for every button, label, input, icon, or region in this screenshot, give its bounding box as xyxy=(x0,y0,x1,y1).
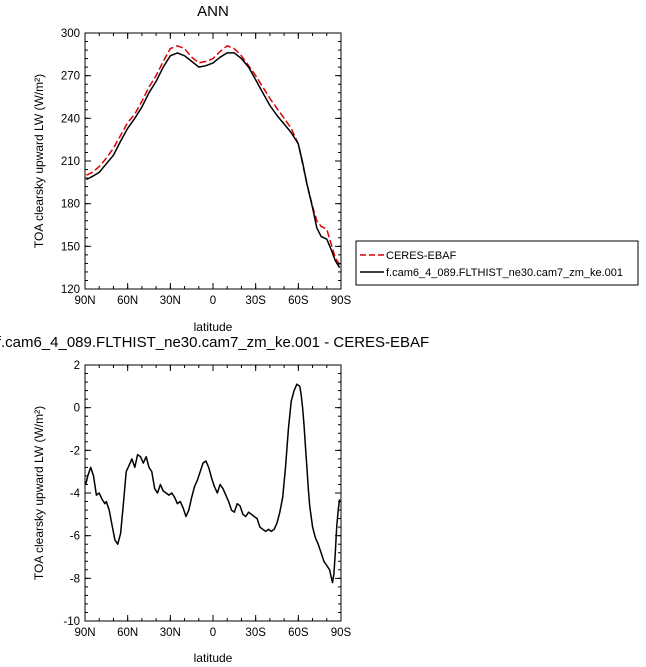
bottom-axes: 90N 60N 30N 0 30S 60S 90S -10 -8 -6 -4 -2 0 2 xyxy=(63,360,351,639)
legend: CERES-EBAF f.cam6_4_089.FLTHIST_ne30.cam… xyxy=(355,240,639,286)
x-tick-label: 60S xyxy=(288,627,309,639)
bottom-y-axis-label: TOA clearsky upward LW (W/m²) xyxy=(32,406,46,580)
y-tick-label: 120 xyxy=(61,284,80,296)
top-line-chart: ANN 90N 60N 30N 0 30S 60S 90S 120 150 180 210 240 27… xyxy=(32,3,352,334)
y-tick-label: 240 xyxy=(61,113,80,125)
bottom-line-chart: f.cam6_4_089.FLTHIST_ne30.cam7_zm_ke.001… xyxy=(0,334,429,665)
bottom-x-axis-label: latitude xyxy=(194,651,233,665)
legend-box xyxy=(355,240,639,286)
top-chart-title: ANN xyxy=(197,3,229,20)
series-line-1-0 xyxy=(84,383,341,584)
x-tick-label: 30S xyxy=(245,627,266,639)
x-tick-label: 90S xyxy=(331,627,352,639)
x-tick-label: 30N xyxy=(160,295,181,307)
y-tick-label: 150 xyxy=(61,241,80,253)
x-tick-label: 0 xyxy=(210,295,216,307)
x-tick-label: 90N xyxy=(74,627,95,639)
top-y-axis-label: TOA clearsky upward LW (W/m²) xyxy=(32,74,46,248)
legend-label-ceres: CERES-EBAF xyxy=(386,250,457,262)
y-tick-label: 210 xyxy=(61,156,80,168)
series-line-0-1 xyxy=(86,52,341,269)
x-tick-label: 90N xyxy=(74,295,95,307)
y-tick-label: 0 xyxy=(74,403,80,415)
x-tick-label: 60S xyxy=(288,295,309,307)
legend-label-model: f.cam6_4_089.FLTHIST_ne30.cam7_zm_ke.001 xyxy=(386,267,623,279)
bottom-series-group xyxy=(84,383,341,584)
x-tick-label: 30S xyxy=(245,295,266,307)
series-line-0-0 xyxy=(86,45,341,266)
bottom-chart-title: f.cam6_4_089.FLTHIST_ne30.cam7_zm_ke.001… xyxy=(0,334,429,351)
y-tick-label: -6 xyxy=(70,531,80,543)
x-tick-label: 60N xyxy=(117,295,138,307)
x-tick-label: 90S xyxy=(331,295,352,307)
y-tick-label: -10 xyxy=(63,616,80,628)
y-tick-label: 270 xyxy=(61,71,80,83)
x-tick-label: 30N xyxy=(160,627,181,639)
top-x-axis-label: latitude xyxy=(194,320,233,334)
y-tick-label: 2 xyxy=(74,360,80,372)
y-tick-label: 180 xyxy=(61,199,80,211)
top-axes: 90N 60N 30N 0 30S 60S 90S 120 150 180 210 240 270 300 xyxy=(61,28,352,307)
x-tick-label: 0 xyxy=(210,627,216,639)
top-series-group xyxy=(86,45,341,269)
y-tick-label: -4 xyxy=(70,488,81,500)
y-tick-label: -8 xyxy=(70,573,80,585)
y-tick-label: 300 xyxy=(61,28,80,40)
x-tick-label: 60N xyxy=(117,627,138,639)
y-tick-label: -2 xyxy=(70,445,80,457)
